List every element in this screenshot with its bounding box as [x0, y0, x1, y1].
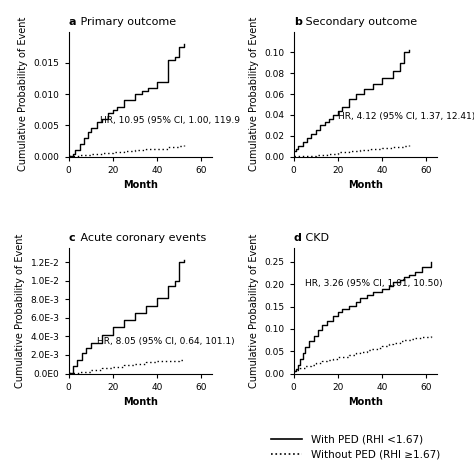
Text: HR, 10.95 (95% CI, 1.00, 119.9: HR, 10.95 (95% CI, 1.00, 119.9: [100, 116, 239, 126]
Text: c: c: [69, 234, 75, 243]
Text: HR, 4.12 (95% CI, 1.37, 12.41): HR, 4.12 (95% CI, 1.37, 12.41): [338, 112, 474, 121]
Y-axis label: Cumulative Probability of Event: Cumulative Probability of Event: [249, 234, 259, 388]
Y-axis label: Cumulative Probability of Event: Cumulative Probability of Event: [18, 17, 28, 171]
Text: b: b: [294, 16, 301, 27]
Text: HR, 8.05 (95% CI, 0.64, 101.1): HR, 8.05 (95% CI, 0.64, 101.1): [97, 337, 235, 346]
Y-axis label: Cumulative Probability of Event: Cumulative Probability of Event: [15, 234, 25, 388]
Text: CKD: CKD: [302, 234, 329, 243]
X-axis label: Month: Month: [348, 180, 383, 190]
Text: d: d: [294, 234, 301, 243]
X-axis label: Month: Month: [123, 180, 158, 190]
Text: Secondary outcome: Secondary outcome: [302, 16, 418, 27]
Text: Acute coronary events: Acute coronary events: [77, 234, 207, 243]
X-axis label: Month: Month: [123, 397, 158, 407]
Y-axis label: Cumulative Probability of Event: Cumulative Probability of Event: [249, 17, 259, 171]
Legend: With PED (RHI <1.67), Without PED (RHI ≥1.67): With PED (RHI <1.67), Without PED (RHI ≥…: [267, 430, 444, 464]
X-axis label: Month: Month: [348, 397, 383, 407]
Text: Primary outcome: Primary outcome: [77, 16, 176, 27]
Text: HR, 3.26 (95% CI, 1.01, 10.50): HR, 3.26 (95% CI, 1.01, 10.50): [305, 280, 442, 288]
Text: a: a: [69, 16, 76, 27]
